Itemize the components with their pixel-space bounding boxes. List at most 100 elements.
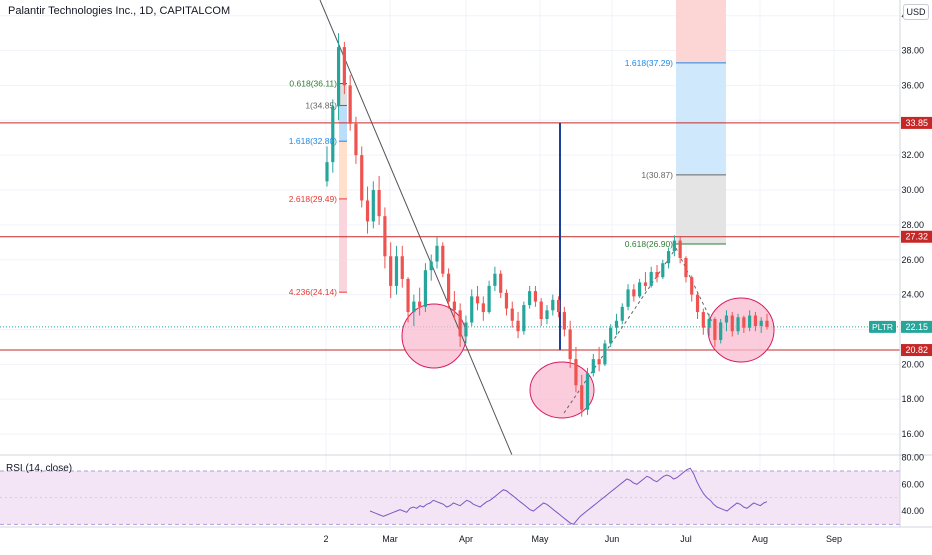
candle-body xyxy=(348,85,352,124)
candle-body xyxy=(672,240,676,252)
candle xyxy=(626,284,630,311)
price-tick-label: 30.00 xyxy=(901,185,924,195)
candle-body xyxy=(609,327,613,344)
candle-body xyxy=(365,200,370,222)
candle xyxy=(348,74,352,131)
time-tick-label: 2 xyxy=(323,534,328,544)
candle xyxy=(481,296,485,321)
candle-body xyxy=(429,261,433,271)
rsi-tick-label: 80.00 xyxy=(901,453,924,463)
candle xyxy=(684,256,688,283)
candle xyxy=(545,305,549,325)
currency-button[interactable]: USD xyxy=(903,4,929,20)
candle xyxy=(400,245,404,288)
candle xyxy=(603,339,607,367)
candle-body xyxy=(753,315,758,326)
candle-body xyxy=(516,320,520,332)
candle xyxy=(748,310,752,332)
candle-body xyxy=(568,329,572,360)
candle-body xyxy=(336,47,341,107)
candle-body xyxy=(638,282,642,297)
chart-header-title: Palantir Technologies Inc., 1D, CAPITALC… xyxy=(8,5,231,17)
candle xyxy=(504,289,509,316)
candle-body xyxy=(695,294,700,313)
candle xyxy=(452,291,456,320)
chart-labels: 0.618(36.11) 1(34.85) 1.618(32.80) 2.618(29… xyxy=(289,58,673,297)
rsi-tick-label: 40.00 xyxy=(901,506,924,516)
candle-body xyxy=(736,317,740,332)
candle xyxy=(475,285,480,311)
candle xyxy=(701,308,705,335)
candle xyxy=(765,313,769,330)
candle xyxy=(556,296,561,318)
rsi-panel xyxy=(0,454,932,525)
candle xyxy=(423,263,428,313)
candle-body xyxy=(389,256,393,286)
candle-body xyxy=(493,273,497,286)
candle xyxy=(394,245,399,295)
candle xyxy=(661,259,665,279)
candle-body xyxy=(510,308,514,321)
candle-body xyxy=(446,273,451,302)
candle xyxy=(499,270,503,299)
candle xyxy=(418,287,422,316)
candle xyxy=(528,285,532,309)
last-price-tag[interactable] xyxy=(901,320,932,333)
fib-zone-left-pink xyxy=(339,198,347,293)
candle-body xyxy=(394,256,399,286)
level-price-tag[interactable] xyxy=(901,230,932,243)
fib-right-label: 1.618(37.29) xyxy=(625,58,673,68)
pattern-circle-right xyxy=(707,297,775,363)
time-tick-label: Jun xyxy=(605,534,620,544)
time-tick-label: Mar xyxy=(382,534,398,544)
candle-body xyxy=(452,301,456,311)
candle-body xyxy=(620,306,624,321)
price-tick-label: 26.00 xyxy=(901,255,924,265)
candle-body xyxy=(406,278,410,313)
candle xyxy=(412,294,416,326)
fib-left-label: 4.236(24.14) xyxy=(289,287,337,297)
candle-body xyxy=(539,301,543,320)
candle xyxy=(516,312,520,339)
candle xyxy=(342,41,346,95)
level-price-tag[interactable] xyxy=(901,344,932,357)
candle-body xyxy=(649,271,653,286)
candle-body xyxy=(597,359,601,365)
time-tick-label: May xyxy=(531,534,549,544)
candle xyxy=(690,275,694,302)
fib-zone-left-grey xyxy=(339,83,347,106)
candle-body xyxy=(383,216,387,257)
candle-body xyxy=(713,319,717,340)
fib-zone-right-red xyxy=(676,0,726,63)
candle xyxy=(487,280,491,314)
candle xyxy=(666,247,671,269)
candle xyxy=(365,186,370,234)
candle xyxy=(614,313,619,335)
candle-body xyxy=(545,310,549,320)
candle xyxy=(643,271,648,292)
candle-body xyxy=(591,359,595,374)
candle-body xyxy=(580,385,584,410)
candle-body xyxy=(481,303,485,313)
candle-body xyxy=(325,162,329,182)
candle-body xyxy=(632,289,636,297)
level-price-tag[interactable] xyxy=(901,116,932,129)
candle-body xyxy=(423,270,428,307)
candle xyxy=(655,264,659,283)
rsi-indicator-label[interactable]: RSI (14, close) xyxy=(6,463,73,474)
candle xyxy=(620,303,624,325)
candle xyxy=(331,99,335,173)
candle xyxy=(724,310,729,332)
candle-body xyxy=(719,322,723,340)
candle xyxy=(446,268,451,309)
candle xyxy=(470,289,474,326)
price-tick-label: 16.00 xyxy=(901,429,924,439)
candle-body xyxy=(360,155,364,201)
fib-left-label: 0.618(36.11) xyxy=(289,79,337,89)
candle-body xyxy=(684,258,688,278)
candle xyxy=(377,176,381,225)
candle-body xyxy=(487,285,491,313)
candle-body xyxy=(661,263,665,278)
symbol-tag[interactable] xyxy=(869,320,896,333)
